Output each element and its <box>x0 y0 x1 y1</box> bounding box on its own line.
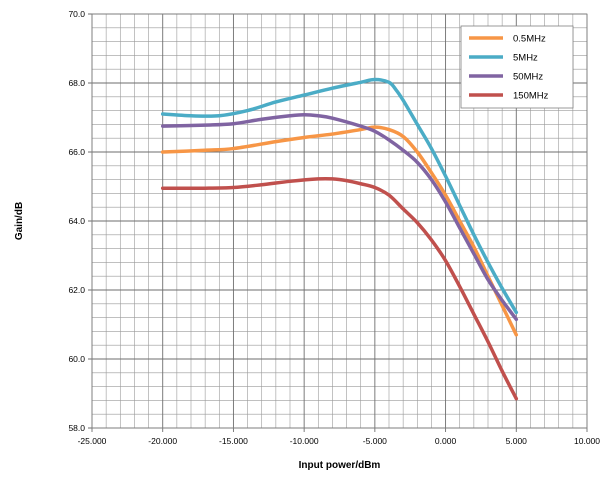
y-tick-label: 68.0 <box>68 78 85 88</box>
x-tick-label: 5.000 <box>506 436 528 446</box>
y-axis-tick-labels: 58.0 60.0 62.0 64.0 66.0 68.0 70.0 <box>68 9 85 433</box>
y-tick-label: 60.0 <box>68 354 85 364</box>
legend-label-0.5mhz: 0.5MHz <box>513 34 546 45</box>
y-tick-label: 62.0 <box>68 285 85 295</box>
x-tick-label: -25.000 <box>78 436 107 446</box>
series-line-0.5mhz <box>160 125 519 337</box>
series-line-50mhz <box>160 112 519 322</box>
x-axis-tick-labels: -25.000 -20.000 -15.000 -10.000 -5.000 0.000 5… <box>78 436 601 446</box>
series-line-150mhz <box>160 176 519 401</box>
legend: 0.5MHz 5MHz 50MHz 150MHz <box>460 25 574 109</box>
plot-area-frame <box>91 13 588 429</box>
x-tick-label: -15.000 <box>219 436 248 446</box>
x-tick-label: 10.000 <box>574 436 600 446</box>
y-tick-label: 66.0 <box>68 147 85 157</box>
legend-label-150mhz: 150MHz <box>513 91 549 102</box>
legend-label-50mhz: 50MHz <box>513 72 543 83</box>
x-tick-label: -5.000 <box>363 436 387 446</box>
x-tick-label: -20.000 <box>148 436 177 446</box>
x-tick-label: -10.000 <box>290 436 319 446</box>
y-tick-label: 70.0 <box>68 9 85 19</box>
y-tick-label: 64.0 <box>68 216 85 226</box>
y-tick-label: 58.0 <box>68 423 85 433</box>
y-axis-title: Gain/dB <box>14 202 25 240</box>
legend-label-5mhz: 5MHz <box>513 53 538 64</box>
x-tick-label: 0.000 <box>435 436 457 446</box>
x-axis-title: Input power/dBm <box>299 460 381 471</box>
series-lines <box>160 77 519 401</box>
series-line-5mhz <box>160 77 519 315</box>
